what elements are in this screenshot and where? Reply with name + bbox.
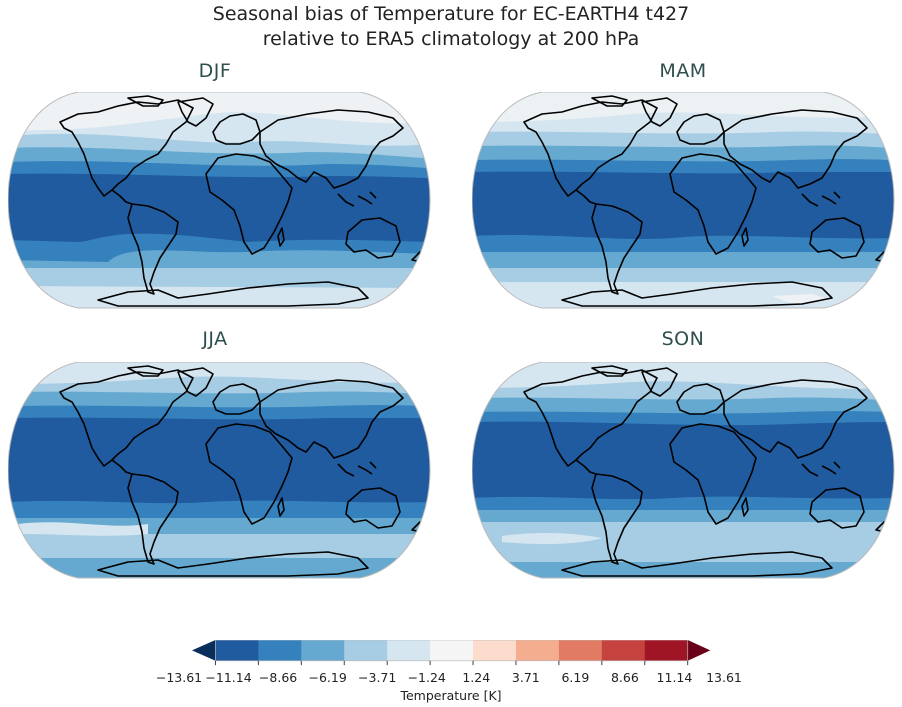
colorbar-cell [387, 640, 431, 661]
title-line-2: relative to ERA5 climatology at 200 hPa [262, 28, 640, 50]
colorbar-cell [344, 640, 388, 661]
colorbar-cell [558, 640, 603, 661]
colorbar-tick-label: 6.19 [561, 670, 590, 685]
panel-label-son: SON [661, 328, 705, 350]
colorbar-tick-label: −13.61 [155, 670, 203, 685]
map-jja [8, 362, 431, 579]
colorbar-tick-label: −6.19 [308, 670, 347, 685]
colorbar-cell [258, 640, 302, 661]
colorbar-tick-label: −11.14 [205, 670, 252, 685]
colorbar-max-extend-arrow [687, 640, 711, 661]
colorbar-cell [473, 640, 517, 661]
colorbar-tick-label: 1.24 [462, 670, 491, 685]
colorbar-tick-label: 13.61 [706, 670, 742, 685]
colorbar-label: Temperature [K] [400, 688, 502, 703]
colorbar-tick-label: 11.14 [656, 670, 693, 685]
colorbar-cell [301, 640, 345, 661]
panel-label-djf: DJF [198, 60, 232, 82]
colorbar [192, 640, 711, 666]
colorbar-tick-label: 8.66 [610, 670, 639, 685]
colorbar-tick-label: 3.71 [511, 670, 540, 685]
colorbar-cell [430, 640, 474, 661]
colorbar-min-extend-arrow [192, 640, 216, 661]
colorbar-cell [515, 640, 560, 661]
map-son [472, 362, 895, 579]
map-mam [472, 92, 895, 309]
map-djf [8, 92, 431, 309]
colorbar-cell [644, 640, 689, 661]
colorbar-cell [215, 640, 259, 661]
title-line-1: Seasonal bias of Temperature for EC-EART… [212, 3, 690, 25]
panel-label-jja: JJA [202, 328, 228, 350]
colorbar-tick-label: −3.71 [358, 670, 397, 685]
colorbar-tick-label: −8.66 [258, 670, 298, 685]
colorbar-cell [601, 640, 646, 661]
panel-label-mam: MAM [659, 60, 707, 82]
figure-title: Seasonal bias of Temperature for EC-EART… [0, 2, 902, 52]
colorbar-tick-label: −1.24 [407, 670, 446, 685]
